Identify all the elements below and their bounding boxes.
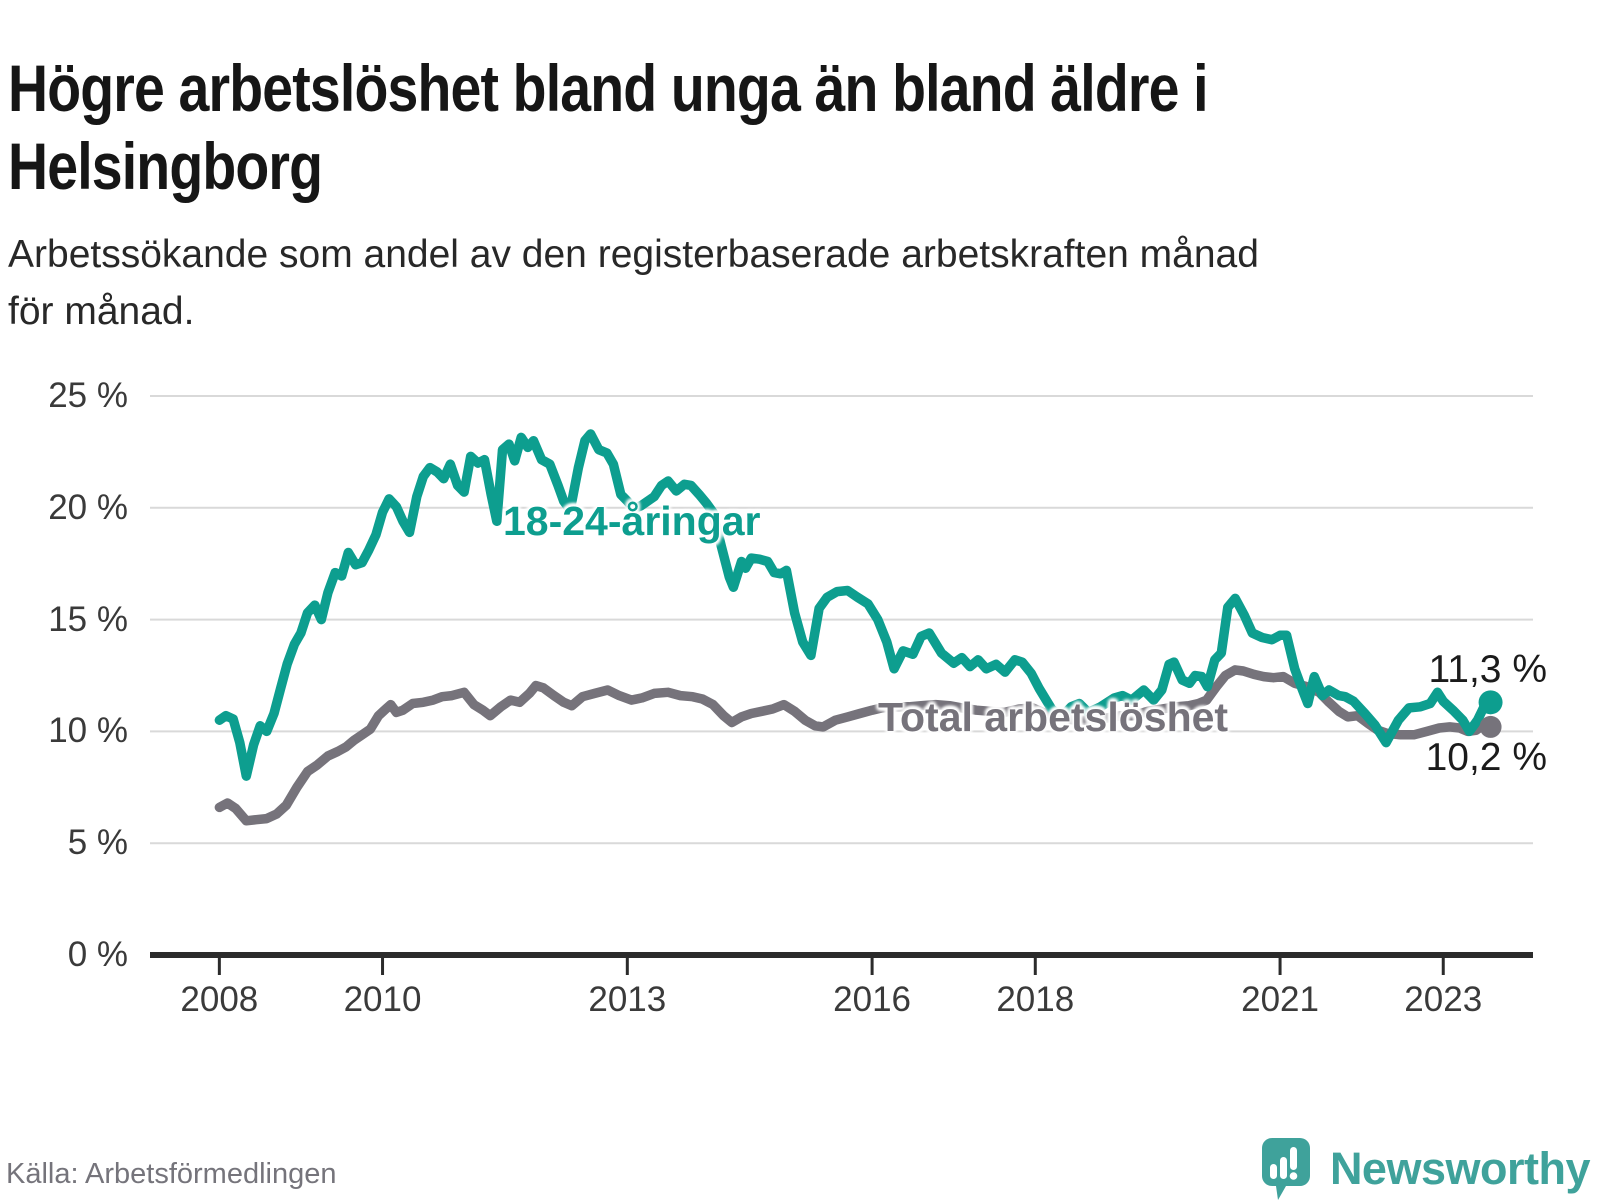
gridlines xyxy=(150,395,1533,845)
x-axis-label-2010: 2010 xyxy=(343,980,422,1019)
y-axis-label-15: 15 % xyxy=(48,599,128,639)
series-label-18-24: 18-24-åringar xyxy=(503,498,761,544)
end-dot-total-arbetslöshet xyxy=(1479,715,1502,738)
brand-wordmark: Newsworthy xyxy=(1329,1143,1591,1194)
series-lines xyxy=(214,429,1496,826)
y-axis-label-10: 10 % xyxy=(48,711,128,751)
x-axis-label-2023: 2023 xyxy=(1404,980,1483,1019)
x-axis-label-2021: 2021 xyxy=(1241,980,1319,1019)
y-axis-label-20: 20 % xyxy=(48,487,128,527)
end-value-label-total: 10,2 % xyxy=(1425,736,1547,779)
y-axis-label-5: 5 % xyxy=(67,823,128,863)
source-note: Källa: Arbetsförmedlingen xyxy=(6,1158,337,1190)
line-total-arbetslöshet xyxy=(214,665,1496,826)
x-axis-label-2016: 2016 xyxy=(833,980,912,1019)
end-dot-18-24-åringar xyxy=(1478,690,1503,715)
x-axis-label-2018: 2018 xyxy=(996,980,1075,1019)
x-axis-label-2013: 2013 xyxy=(588,980,667,1019)
chart-title: Högre arbetslöshet bland unga än bland ä… xyxy=(8,51,1209,204)
x-axis-label-2008: 2008 xyxy=(180,980,259,1019)
brand-block[interactable]: Newsworthy xyxy=(1260,1136,1591,1200)
newsworthy-logo-icon xyxy=(1261,1138,1310,1200)
y-axis-label-25: 25 % xyxy=(48,376,128,415)
line-18-24-åringar xyxy=(214,429,1496,781)
series-label-total: Total arbetslöshet xyxy=(878,694,1229,740)
x-axis xyxy=(150,952,1533,975)
end-point-markers xyxy=(1478,690,1503,738)
chart-subtitle: Arbetssökande som andel av den registerb… xyxy=(8,233,1259,333)
end-value-label-18-24: 11,3 % xyxy=(1428,648,1547,691)
y-axis-label-0: 0 % xyxy=(67,935,128,974)
